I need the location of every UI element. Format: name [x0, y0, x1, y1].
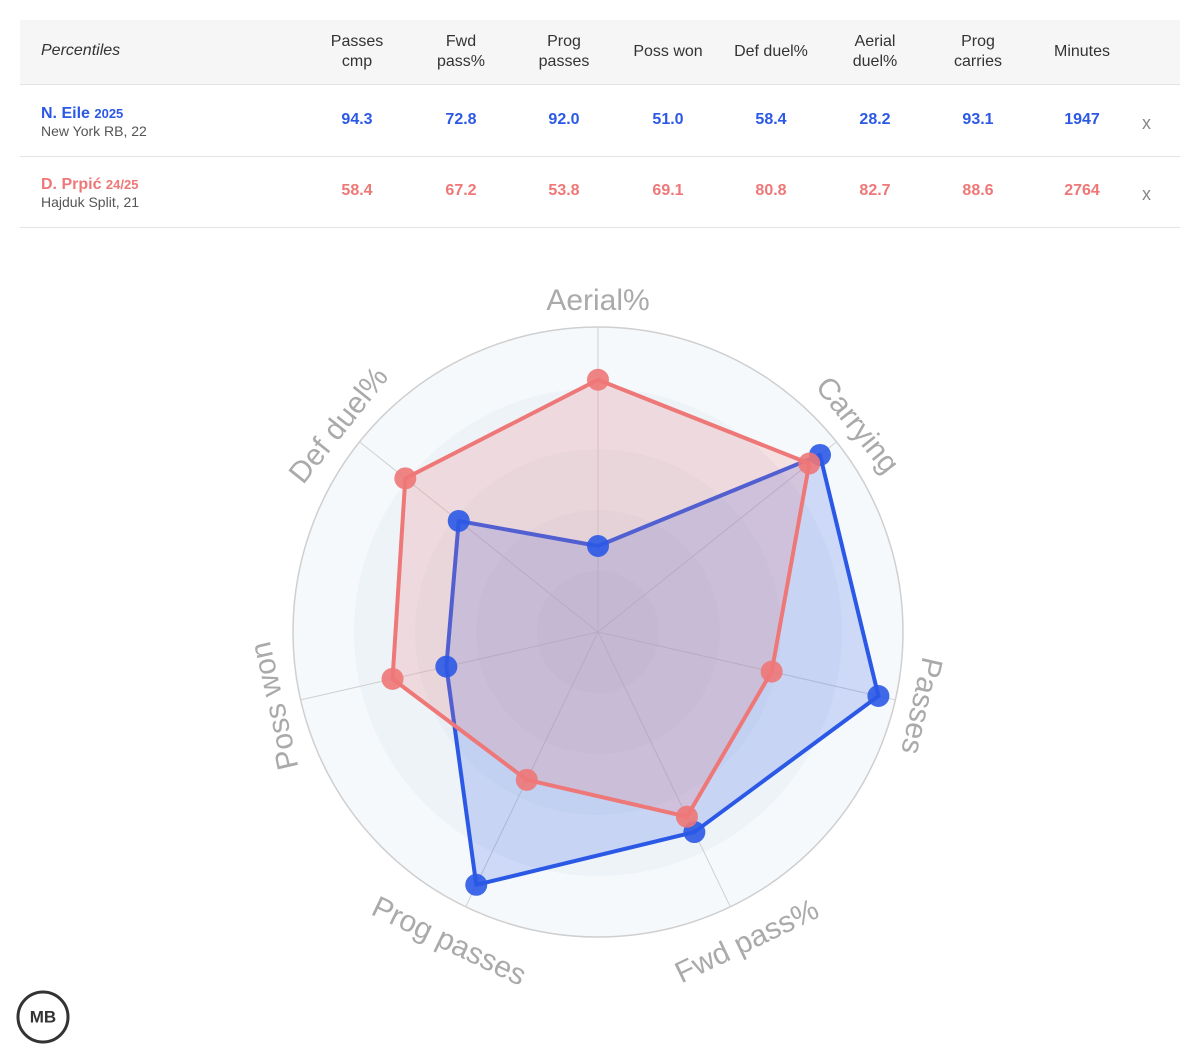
radar-point [465, 873, 488, 896]
table-cell: 67.2 [445, 182, 477, 199]
table-cell: 2764 [1064, 182, 1100, 199]
header-cell: Prog passes [538, 33, 590, 70]
player-name: D. Prpić 24/25 [41, 176, 138, 194]
table-cell: 88.6 [962, 182, 994, 199]
radar-point [381, 667, 404, 690]
table-row: D. Prpić 24/25 Hajduk Split, 21 58.4 67.2 53… [20, 156, 1180, 228]
player-season: 2025 [94, 106, 124, 121]
header-cell: Passes cmp [330, 33, 384, 70]
table-cell: 80.8 [755, 182, 787, 199]
axis-label: Aerial% [546, 284, 649, 317]
header-cell: Prog carries [953, 33, 1002, 70]
table-cell: 69.1 [652, 182, 684, 199]
player-name-text: D. Prpić [41, 176, 102, 193]
table-cell: 58.4 [755, 111, 787, 128]
logo-text: MB [30, 1007, 56, 1026]
radar-point [587, 534, 609, 557]
player-team: Hajduk Split, 21 [41, 194, 140, 210]
remove-button[interactable]: x [1142, 184, 1151, 204]
radar-point [435, 655, 458, 678]
player-season: 24/25 [105, 177, 139, 192]
radar-point [587, 368, 609, 391]
table-cell: 1947 [1064, 111, 1100, 128]
header-cell: Minutes [1053, 43, 1111, 60]
logo-ring [16, 990, 70, 1044]
radar-spoke [465, 631, 599, 908]
table-cell: 28.2 [859, 111, 891, 128]
table-cell: 58.4 [341, 182, 373, 199]
radar-point [798, 452, 821, 475]
radar-area [390, 377, 812, 819]
radar-point [447, 509, 470, 532]
radar-point [394, 467, 417, 490]
table-cell: 51.0 [652, 111, 684, 128]
remove-button[interactable]: x [1142, 113, 1151, 133]
player-name-text: N. Eile [41, 105, 90, 122]
axis-label: Passes [894, 654, 948, 757]
table-cell: 92.0 [548, 111, 580, 128]
header-cell: Poss won [633, 43, 703, 60]
header-cell: Aerial duel% [852, 33, 898, 70]
table-cell: 53.8 [548, 182, 580, 199]
radar-point [515, 768, 538, 791]
player-name: N. Eile 2025 [41, 105, 123, 123]
radar-spoke [597, 631, 731, 908]
table-cell: 93.1 [962, 111, 994, 128]
table-cell: 72.8 [445, 111, 477, 128]
radar-spoke [597, 441, 837, 633]
radar-point [867, 685, 890, 708]
table-cell: 94.3 [341, 111, 373, 128]
radar-point [675, 805, 698, 828]
header-cell: Def duel% [734, 43, 808, 60]
table-row: N. Eile 2025 New York RB, 22 94.3 72.8 92.0 5… [20, 85, 1180, 157]
table-cell: 82.7 [859, 182, 891, 199]
radar-spoke [597, 631, 896, 701]
radar-area [444, 452, 881, 887]
header-cell: Percentiles [41, 42, 121, 59]
player-team: New York RB, 22 [41, 123, 147, 139]
table-header: Percentiles Passes cmp Fwd pass% Prog passe… [20, 20, 1180, 85]
header-cell: Fwd pass% [436, 33, 486, 70]
radar-point [760, 660, 783, 683]
